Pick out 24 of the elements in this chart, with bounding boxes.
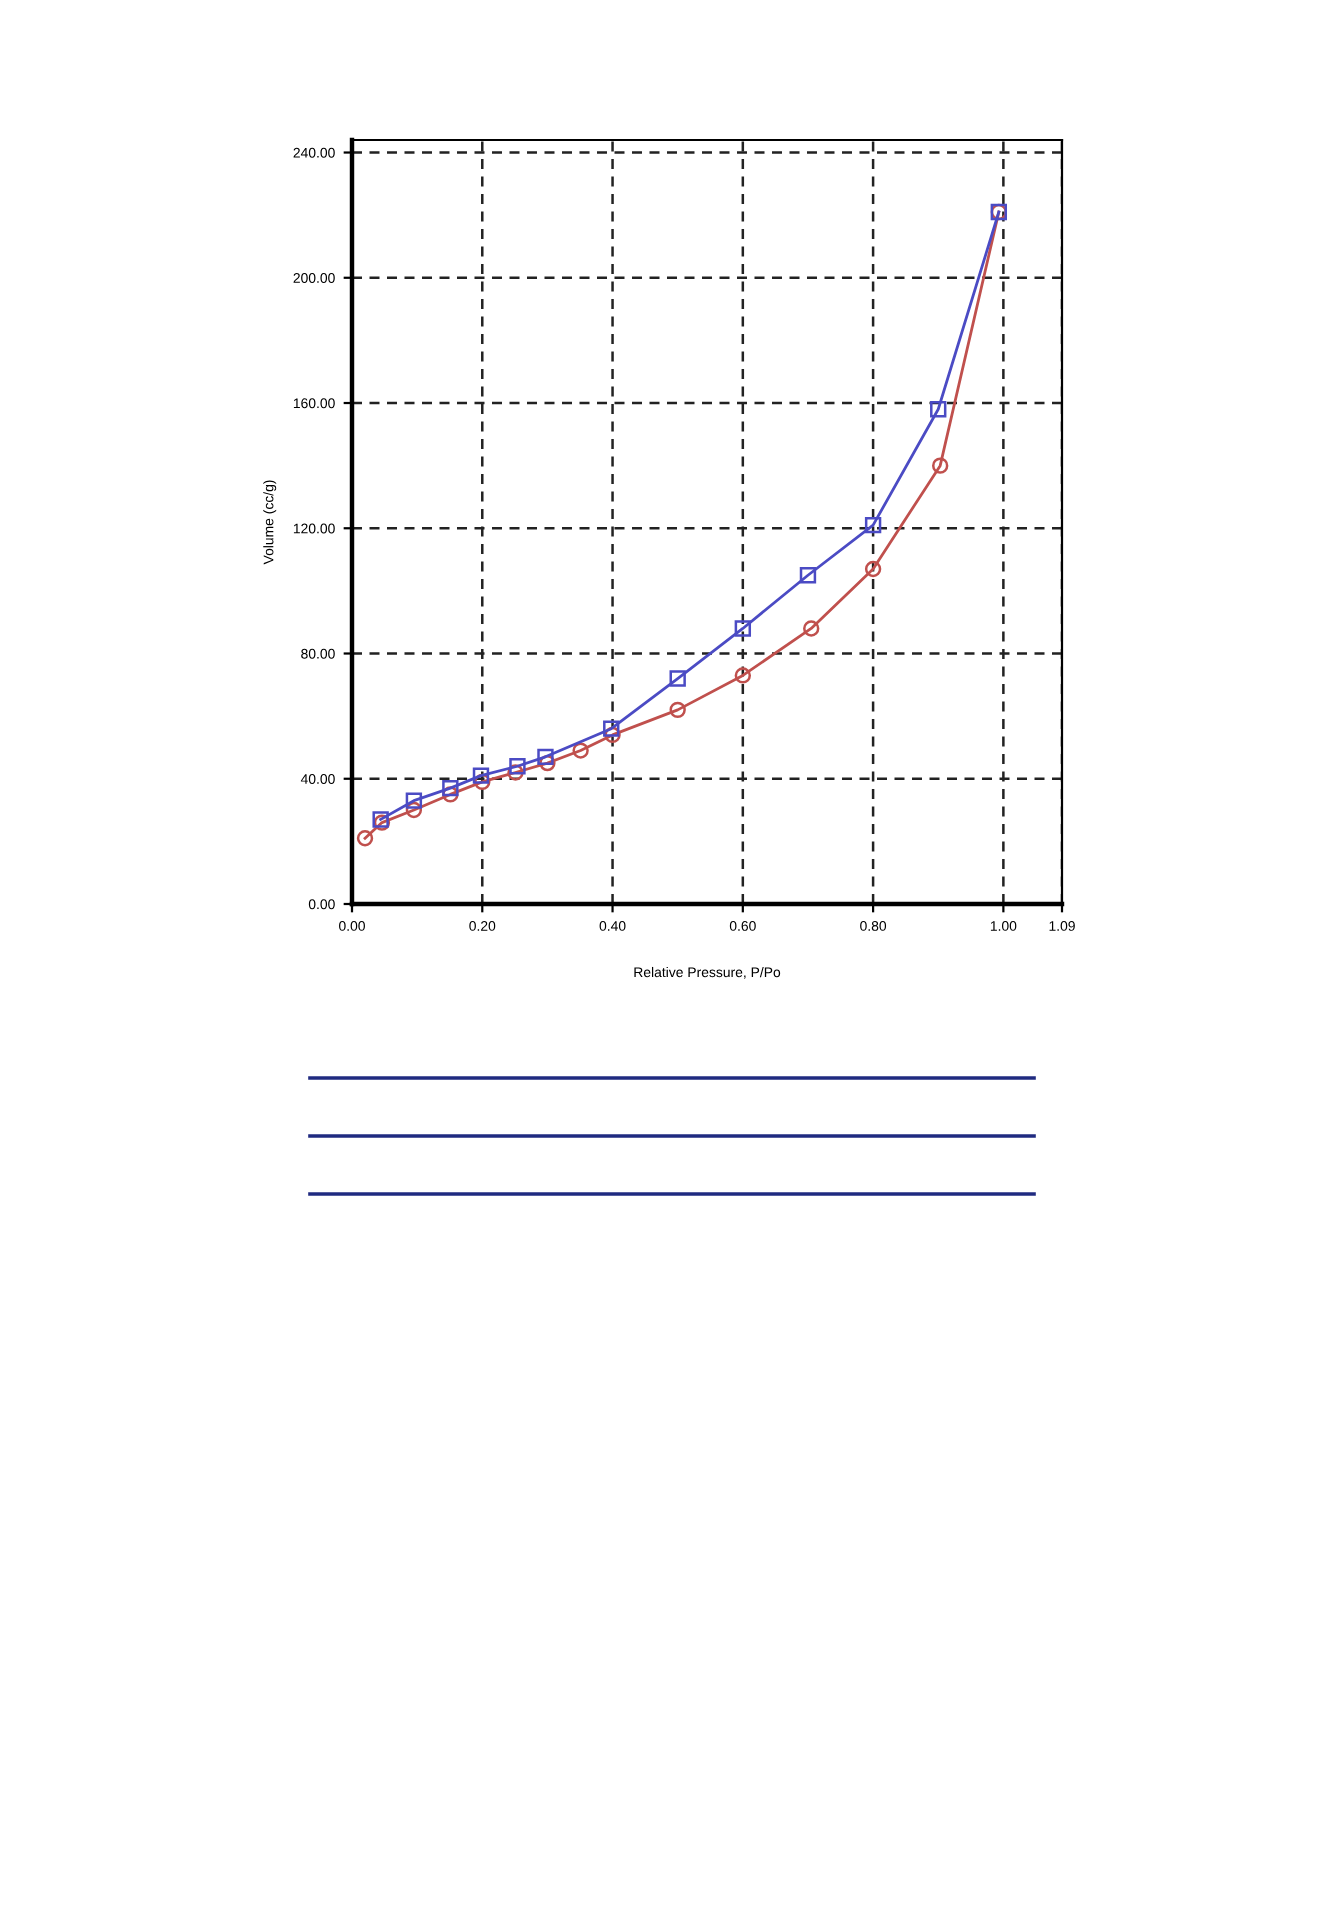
point bbox=[930, 401, 947, 418]
point bbox=[734, 620, 752, 637]
point bbox=[864, 516, 882, 534]
point bbox=[474, 773, 491, 791]
point bbox=[803, 620, 820, 637]
point bbox=[539, 754, 556, 772]
point bbox=[405, 792, 423, 809]
point bbox=[669, 670, 686, 687]
point bbox=[442, 779, 459, 797]
point bbox=[604, 726, 621, 744]
point bbox=[356, 830, 374, 847]
point bbox=[799, 567, 817, 584]
point bbox=[669, 701, 686, 719]
point bbox=[472, 767, 490, 784]
point bbox=[537, 748, 554, 766]
point bbox=[509, 758, 526, 775]
point bbox=[405, 801, 423, 819]
point bbox=[572, 742, 589, 759]
point bbox=[734, 667, 752, 684]
point bbox=[507, 764, 524, 781]
point bbox=[864, 560, 882, 578]
point bbox=[603, 720, 620, 737]
point bbox=[932, 457, 949, 474]
point bbox=[442, 786, 459, 803]
